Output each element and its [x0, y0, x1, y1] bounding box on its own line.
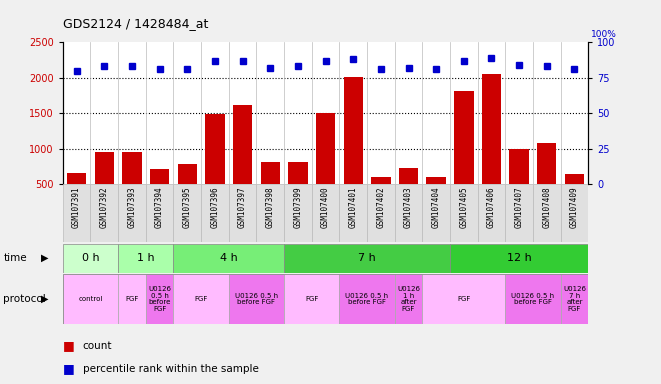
Bar [450, 244, 588, 273]
Text: time: time [3, 253, 27, 263]
Text: ■: ■ [63, 339, 75, 352]
Bar [233, 106, 253, 220]
Bar [95, 152, 114, 220]
Bar [63, 274, 118, 324]
Text: GSM107396: GSM107396 [210, 186, 219, 228]
Bar [422, 274, 505, 324]
Bar [118, 274, 146, 324]
Bar [205, 114, 225, 220]
Bar [454, 91, 473, 220]
Text: protocol: protocol [3, 294, 46, 304]
Text: 7 h: 7 h [358, 253, 376, 263]
Text: ▶: ▶ [41, 253, 48, 263]
Text: GSM107397: GSM107397 [238, 186, 247, 228]
Text: GDS2124 / 1428484_at: GDS2124 / 1428484_at [63, 17, 208, 30]
Bar [67, 173, 87, 220]
Bar [122, 152, 141, 220]
Text: percentile rank within the sample: percentile rank within the sample [83, 364, 258, 374]
Text: FGF: FGF [305, 296, 319, 302]
Text: U0126 0.5 h
before FGF: U0126 0.5 h before FGF [346, 293, 389, 305]
Text: U0126
7 h
after
FGF: U0126 7 h after FGF [563, 286, 586, 312]
Bar [173, 244, 284, 273]
Text: GSM107404: GSM107404 [432, 186, 441, 228]
Text: 100%: 100% [591, 30, 617, 40]
Bar [510, 149, 529, 220]
Text: GSM107403: GSM107403 [404, 186, 413, 228]
Text: GSM107406: GSM107406 [487, 186, 496, 228]
Text: GSM107393: GSM107393 [128, 186, 136, 228]
Bar [118, 244, 173, 273]
Bar [146, 274, 173, 324]
Bar [564, 174, 584, 220]
Text: GSM107392: GSM107392 [100, 186, 109, 228]
Text: GSM107400: GSM107400 [321, 186, 330, 228]
Bar [399, 168, 418, 220]
Bar [63, 184, 91, 242]
Bar [505, 184, 533, 242]
Bar [482, 74, 501, 220]
Bar [395, 184, 422, 242]
Text: FGF: FGF [194, 296, 208, 302]
Bar [316, 113, 335, 220]
Bar [284, 244, 450, 273]
Bar [371, 177, 391, 220]
Bar [450, 184, 478, 242]
Bar [505, 274, 561, 324]
Text: GSM107405: GSM107405 [459, 186, 469, 228]
Text: U0126 0.5 h
before FGF: U0126 0.5 h before FGF [512, 293, 555, 305]
Bar [256, 184, 284, 242]
Bar [173, 184, 201, 242]
Bar [395, 274, 422, 324]
Text: control: control [78, 296, 102, 302]
Bar [284, 184, 312, 242]
Text: 12 h: 12 h [507, 253, 531, 263]
Bar [146, 184, 173, 242]
Text: GSM107394: GSM107394 [155, 186, 164, 228]
Bar [288, 162, 307, 220]
Text: GSM107407: GSM107407 [515, 186, 524, 228]
Text: GSM107391: GSM107391 [72, 186, 81, 228]
Bar [118, 184, 146, 242]
Bar [561, 184, 588, 242]
Text: FGF: FGF [125, 296, 139, 302]
Text: GSM107408: GSM107408 [542, 186, 551, 228]
Text: count: count [83, 341, 112, 351]
Bar [229, 184, 256, 242]
Bar [537, 143, 557, 220]
Text: ▶: ▶ [41, 294, 48, 304]
Bar [312, 184, 339, 242]
Bar [426, 177, 446, 220]
Text: 1 h: 1 h [137, 253, 155, 263]
Text: FGF: FGF [457, 296, 471, 302]
Bar [478, 184, 505, 242]
Bar [63, 244, 118, 273]
Bar [178, 164, 197, 220]
Text: ■: ■ [63, 362, 75, 375]
Bar [339, 184, 367, 242]
Text: U0126 0.5 h
before FGF: U0126 0.5 h before FGF [235, 293, 278, 305]
Text: GSM107402: GSM107402 [376, 186, 385, 228]
Text: 0 h: 0 h [82, 253, 99, 263]
Text: GSM107399: GSM107399 [293, 186, 302, 228]
Bar [201, 184, 229, 242]
Bar [561, 274, 588, 324]
Bar [533, 184, 561, 242]
Bar [150, 169, 169, 220]
Bar [344, 77, 363, 220]
Text: GSM107409: GSM107409 [570, 186, 579, 228]
Bar [91, 184, 118, 242]
Text: GSM107401: GSM107401 [349, 186, 358, 228]
Bar [367, 184, 395, 242]
Text: GSM107395: GSM107395 [182, 186, 192, 228]
Bar [260, 162, 280, 220]
Bar [284, 274, 339, 324]
Bar [229, 274, 284, 324]
Bar [173, 274, 229, 324]
Bar [422, 184, 450, 242]
Text: U0126
1 h
after
FGF: U0126 1 h after FGF [397, 286, 420, 312]
Bar [339, 274, 395, 324]
Text: 4 h: 4 h [220, 253, 237, 263]
Text: U0126
0.5 h
before
FGF: U0126 0.5 h before FGF [148, 286, 171, 312]
Text: GSM107398: GSM107398 [266, 186, 275, 228]
